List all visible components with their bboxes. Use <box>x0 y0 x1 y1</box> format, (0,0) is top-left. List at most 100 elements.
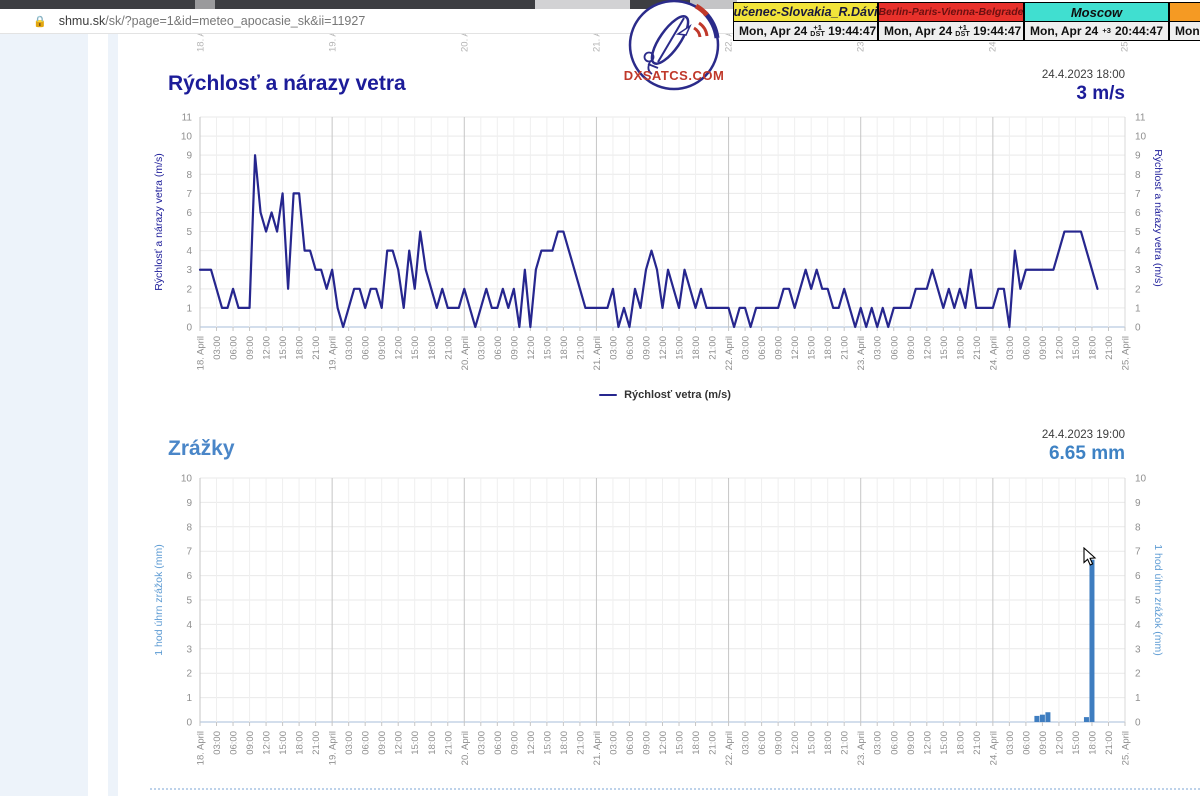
browser-tab-strip[interactable] <box>0 0 737 9</box>
svg-text:6: 6 <box>1135 208 1141 219</box>
svg-text:12:00: 12:00 <box>394 336 405 360</box>
url-text[interactable]: shmu.sk/sk/?page=1&id=meteo_apocasie_sk&… <box>59 14 366 28</box>
clock-time: 20:44:47 <box>1114 24 1163 38</box>
precip-chart-title: Zrážky <box>168 437 235 460</box>
svg-text:15:00: 15:00 <box>1071 336 1082 360</box>
svg-text:03:00: 03:00 <box>476 336 487 360</box>
url-domain: shmu.sk <box>58 14 106 28</box>
svg-text:8: 8 <box>1135 522 1141 533</box>
svg-text:06:00: 06:00 <box>361 731 372 755</box>
svg-text:21. April: 21. April <box>592 731 603 765</box>
clock-dst: +1 DST <box>955 22 971 39</box>
svg-text:09:00: 09:00 <box>509 336 520 360</box>
precip-chart[interactable]: 0 0 1 1 2 2 3 3 4 4 5 5 6 6 7 7 8 8 9 9 10 10 18. April 03:00 06… <box>145 470 1190 788</box>
svg-text:10: 10 <box>1135 132 1147 143</box>
clock-time: 19:44:47 <box>973 24 1022 38</box>
svg-text:06:00: 06:00 <box>229 731 240 755</box>
tab-segment <box>195 0 215 9</box>
svg-text:2: 2 <box>186 669 192 680</box>
svg-text:19. April: 19. April <box>328 18 339 52</box>
legend-line-swatch <box>599 394 618 396</box>
svg-text:18. April: 18. April <box>196 336 207 370</box>
svg-text:03:00: 03:00 <box>873 336 884 360</box>
svg-text:23. April: 23. April <box>856 731 867 765</box>
precip-y-axis-label-left: 1 hod úhrn zrážok (mm) <box>153 544 165 656</box>
svg-text:12:00: 12:00 <box>658 731 669 755</box>
svg-text:19. April: 19. April <box>328 336 339 370</box>
svg-text:11: 11 <box>1135 113 1146 124</box>
precip-y-axis-label-right: 1 hod úhrn zrážok (mm) <box>1152 544 1164 656</box>
svg-text:06:00: 06:00 <box>757 336 768 360</box>
left-sidebar-strip <box>108 33 118 796</box>
svg-text:11: 11 <box>182 113 193 124</box>
clock-time: 19:44:47 <box>828 24 877 38</box>
svg-text:03:00: 03:00 <box>1005 336 1016 360</box>
svg-text:15:00: 15:00 <box>675 336 686 360</box>
svg-text:12:00: 12:00 <box>1054 731 1065 755</box>
svg-text:21. April: 21. April <box>592 18 603 52</box>
svg-text:21:00: 21:00 <box>972 731 983 755</box>
svg-text:21. April: 21. April <box>592 336 603 370</box>
svg-text:12:00: 12:00 <box>394 731 405 755</box>
svg-text:03:00: 03:00 <box>344 336 355 360</box>
svg-text:0: 0 <box>186 323 192 334</box>
svg-text:8: 8 <box>1135 170 1141 181</box>
svg-text:03:00: 03:00 <box>476 731 487 755</box>
world-clocks-widget: Lučenec-Slovakia_R.Dávid Mon, Apr 24 +1 D… <box>733 2 1200 41</box>
svg-text:18:00: 18:00 <box>427 731 438 755</box>
svg-text:06:00: 06:00 <box>889 731 900 755</box>
svg-text:09:00: 09:00 <box>906 731 917 755</box>
svg-text:06:00: 06:00 <box>625 336 636 360</box>
dxsatcs-logo[interactable]: DXSATCS.COM <box>608 0 748 96</box>
wind-current-value: 3 m/s <box>1076 83 1125 104</box>
svg-text:18:00: 18:00 <box>295 731 306 755</box>
svg-text:1: 1 <box>1135 693 1141 704</box>
svg-text:9: 9 <box>186 498 192 509</box>
clock-city-label: Berlin-Paris-Vienna-Belgrade <box>879 2 1024 22</box>
svg-text:4: 4 <box>1135 246 1141 257</box>
svg-text:15:00: 15:00 <box>675 731 686 755</box>
svg-text:21:00: 21:00 <box>575 731 586 755</box>
address-bar[interactable]: 🔒 shmu.sk/sk/?page=1&id=meteo_apocasie_s… <box>0 9 737 34</box>
svg-text:15:00: 15:00 <box>410 731 421 755</box>
svg-text:03:00: 03:00 <box>873 731 884 755</box>
svg-text:12:00: 12:00 <box>526 336 537 360</box>
svg-text:18:00: 18:00 <box>1087 336 1098 360</box>
svg-text:09:00: 09:00 <box>245 731 256 755</box>
svg-text:15:00: 15:00 <box>939 336 950 360</box>
clock-time-row: Mon, Apr 24 +3 20:44:47 <box>1025 22 1169 41</box>
svg-text:3: 3 <box>1135 644 1141 655</box>
clock-lucenec: Lučenec-Slovakia_R.Dávid Mon, Apr 24 +1 D… <box>733 2 878 41</box>
svg-text:18:00: 18:00 <box>823 731 834 755</box>
svg-text:21:00: 21:00 <box>443 731 454 755</box>
svg-text:15:00: 15:00 <box>278 336 289 360</box>
tab-segment <box>690 0 737 9</box>
svg-text:18:00: 18:00 <box>955 336 966 360</box>
svg-text:03:00: 03:00 <box>344 731 355 755</box>
svg-text:1: 1 <box>1135 303 1141 314</box>
svg-text:4: 4 <box>186 620 192 631</box>
svg-text:09:00: 09:00 <box>377 336 388 360</box>
clock-date: Mon, <box>1175 24 1200 38</box>
precip-chart-timestamp: 24.4.2023 19:00 <box>1041 429 1125 441</box>
clock-dst: +3 <box>1102 26 1111 36</box>
svg-text:09:00: 09:00 <box>377 731 388 755</box>
svg-text:09:00: 09:00 <box>245 336 256 360</box>
precip-current-value: 6.65 mm <box>1048 443 1125 464</box>
svg-text:22. April: 22. April <box>724 731 735 765</box>
clock-dst: +1 DST <box>810 22 826 39</box>
svg-text:23. April: 23. April <box>856 336 867 370</box>
svg-text:5: 5 <box>186 596 192 607</box>
padlock-icon[interactable]: 🔒 <box>33 15 47 28</box>
svg-text:12:00: 12:00 <box>262 731 273 755</box>
svg-text:4: 4 <box>1135 620 1141 631</box>
svg-text:21:00: 21:00 <box>708 336 719 360</box>
svg-text:6: 6 <box>186 571 192 582</box>
svg-text:20. April: 20. April <box>460 18 471 52</box>
svg-text:09:00: 09:00 <box>906 336 917 360</box>
svg-text:25. April: 25. April <box>1121 731 1132 765</box>
svg-text:22. April: 22. April <box>724 336 735 370</box>
svg-text:24. April: 24. April <box>988 731 999 765</box>
